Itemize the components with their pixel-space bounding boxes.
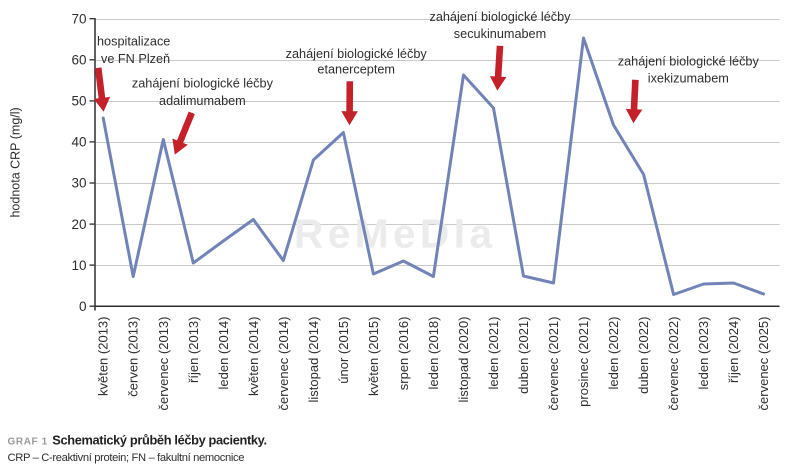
svg-text:květen (2015): květen (2015) xyxy=(366,317,381,397)
svg-text:duben (2021): duben (2021) xyxy=(516,317,531,394)
svg-text:hospitalizace: hospitalizace xyxy=(97,34,170,48)
svg-text:50: 50 xyxy=(71,94,86,109)
svg-text:červenec (2022): červenec (2022) xyxy=(666,317,681,411)
svg-text:70: 70 xyxy=(71,11,86,26)
svg-text:říjen (2013): říjen (2013) xyxy=(186,317,201,383)
svg-text:zahájení biologické léčby: zahájení biologické léčby xyxy=(429,10,571,24)
svg-text:Schematický průběh léčby pacie: Schematický průběh léčby pacientky. xyxy=(52,433,266,448)
svg-text:60: 60 xyxy=(71,53,86,68)
svg-text:leden (2018): leden (2018) xyxy=(426,317,441,390)
svg-text:červenec (2025): červenec (2025) xyxy=(756,317,771,411)
svg-text:květen (2014): květen (2014) xyxy=(246,317,261,397)
svg-text:40: 40 xyxy=(71,135,86,150)
svg-text:únor (2015): únor (2015) xyxy=(336,317,351,384)
svg-text:leden (2021): leden (2021) xyxy=(486,317,501,390)
svg-text:ve FN Plzeň: ve FN Plzeň xyxy=(101,52,170,66)
svg-text:červen (2013): červen (2013) xyxy=(126,317,141,397)
svg-text:říjen (2024): říjen (2024) xyxy=(726,317,741,383)
svg-text:leden (2023): leden (2023) xyxy=(696,317,711,390)
svg-text:secukinumabem: secukinumabem xyxy=(454,27,546,41)
svg-text:duben (2022): duben (2022) xyxy=(636,317,651,394)
svg-text:zahájení biologické léčby: zahájení biologické léčby xyxy=(132,77,274,91)
svg-text:leden (2022): leden (2022) xyxy=(606,317,621,390)
svg-text:červenec (2021): červenec (2021) xyxy=(546,317,561,411)
svg-text:ixekizumabem: ixekizumabem xyxy=(648,71,729,85)
svg-text:zahájení biologické léčby: zahájení biologické léčby xyxy=(618,54,760,68)
svg-text:CRP – C-reaktivní protein; FN: CRP – C-reaktivní protein; FN – fakultní… xyxy=(8,452,245,464)
svg-text:listopad (2020): listopad (2020) xyxy=(456,317,471,403)
svg-text:zahájení biologické léčby: zahájení biologické léčby xyxy=(286,47,428,61)
svg-text:srpen (2016): srpen (2016) xyxy=(396,317,411,391)
svg-text:30: 30 xyxy=(71,176,86,191)
svg-text:10: 10 xyxy=(71,258,86,273)
svg-text:etanerceptem: etanerceptem xyxy=(317,63,395,77)
svg-text:listopad (2014): listopad (2014) xyxy=(306,317,321,403)
svg-text:červenec (2014): červenec (2014) xyxy=(276,317,291,411)
svg-text:červenec (2013): červenec (2013) xyxy=(156,317,171,411)
svg-text:20: 20 xyxy=(71,217,86,232)
svg-text:hodnota CRP (mg/l): hodnota CRP (mg/l) xyxy=(9,107,23,217)
svg-text:leden (2014): leden (2014) xyxy=(216,317,231,390)
svg-text:adalimumabem: adalimumabem xyxy=(159,94,246,108)
svg-text:květen (2013): květen (2013) xyxy=(96,317,111,397)
svg-text:prosinec (2021): prosinec (2021) xyxy=(576,317,591,407)
svg-text:GRAF 1: GRAF 1 xyxy=(8,436,48,447)
svg-text:0: 0 xyxy=(79,299,87,314)
svg-text:ReMeDIa: ReMeDIa xyxy=(294,211,497,257)
